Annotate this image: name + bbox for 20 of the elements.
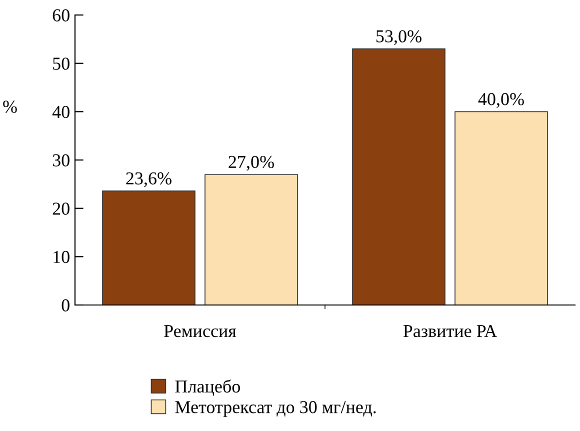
y-tick-label: 30 [52,154,70,166]
legend-label: Плацебо [175,380,240,396]
y-tick-label: 0 [62,299,70,312]
y-tick-label: 50 [53,58,70,70]
bar [204,174,298,305]
y-tick-label: 40 [52,106,70,118]
bar [352,48,446,305]
y-axis-title: % [3,100,17,113]
y-tick-label: 20 [52,202,70,215]
x-tick-label: Ремиссия [164,325,236,338]
bar [102,190,196,305]
bar [454,111,548,305]
data-label: 27,0% [228,156,274,171]
legend-label: Метотрексат до 30 мг/нед. [175,401,376,417]
x-tick-label: Развитие РА [403,325,497,338]
data-label: 23,6% [126,172,172,188]
data-label: 53,0% [376,30,422,45]
y-tick-label: 60 [52,9,70,22]
y-tick-label: 10 [54,250,70,264]
data-label: 40,0% [478,93,524,108]
